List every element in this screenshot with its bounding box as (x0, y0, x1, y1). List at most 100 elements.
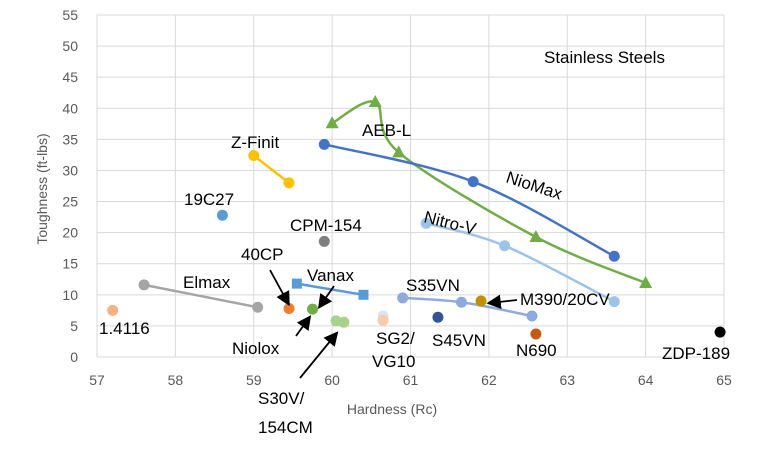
data-point (608, 296, 620, 308)
series-aeb-l (325, 95, 653, 289)
label-19c27: 19C27 (184, 190, 234, 209)
arrow-40cp (269, 269, 290, 307)
series-40cp (283, 302, 295, 314)
series-s30v-154cm (330, 315, 350, 328)
series-n690 (530, 328, 542, 340)
chart-title: Stainless Steels (544, 48, 665, 67)
label-cpm154: CPM-154 (290, 216, 362, 235)
x-tick-label: 65 (716, 372, 732, 388)
label-m390: M390/20CV (520, 290, 610, 309)
arrow-m390 (486, 294, 518, 309)
series-cpm-154 (318, 235, 330, 247)
arrow-s30v (299, 331, 339, 379)
y-tick-label: 40 (62, 100, 78, 116)
y-tick-label: 20 (62, 225, 78, 241)
y-tick-label: 50 (62, 38, 78, 54)
series-m390-20cv (475, 295, 487, 307)
label-s30v-line1: S30V/ (258, 389, 305, 408)
series-s35vn (397, 292, 538, 322)
arrow-vanax (317, 285, 335, 309)
data-point (358, 289, 369, 300)
label-sg2-line2: VG10 (372, 352, 415, 371)
x-tick-label: 58 (168, 372, 184, 388)
data-point (377, 314, 389, 326)
data-point (338, 316, 350, 328)
data-point (318, 235, 330, 247)
label-elmax: Elmax (183, 273, 231, 292)
data-point (216, 209, 228, 221)
series-elmax (138, 279, 264, 313)
data-point (608, 250, 620, 262)
data-point (529, 229, 543, 242)
label-vanax: Vanax (307, 266, 354, 285)
x-tick-label: 64 (638, 372, 654, 388)
label-s45vn: S45VN (432, 331, 486, 350)
data-point (467, 176, 479, 188)
y-tick-label: 30 (62, 162, 78, 178)
series-s45vn (432, 311, 444, 323)
data-point (283, 302, 295, 314)
data-point (318, 138, 330, 150)
data-point (639, 276, 653, 289)
data-point (526, 310, 538, 322)
data-point (432, 311, 444, 323)
label-sg2-line1: SG2/ (376, 329, 415, 348)
data-point (392, 145, 406, 158)
x-tick-label: 62 (481, 372, 497, 388)
data-point (252, 301, 264, 313)
data-point (325, 116, 339, 129)
label-niolox: Niolox (232, 339, 280, 358)
grid-lines (96, 14, 725, 358)
y-tick-label: 15 (62, 256, 78, 272)
data-point (475, 295, 487, 307)
y-tick-label: 35 (62, 131, 78, 147)
data-point (530, 328, 542, 340)
annotation-arrows (269, 269, 518, 379)
label-s30v-line2: 154CM (258, 418, 313, 437)
label-n690: N690 (516, 341, 557, 360)
data-point (307, 303, 319, 315)
data-point (397, 292, 409, 304)
label-zdp189: ZDP-189 (662, 344, 730, 363)
series-line (143, 283, 258, 309)
x-tick-label: 61 (403, 372, 419, 388)
series-z-finit (248, 150, 295, 189)
series-nitro-v (420, 217, 620, 308)
x-axis-label: Hardness (Rc) (347, 401, 437, 417)
data-point (420, 217, 432, 229)
label-14116: 1.4116 (99, 319, 150, 338)
series-vanax (291, 278, 369, 300)
label-40cp: 40CP (241, 245, 284, 264)
arrow-niolox (295, 315, 312, 337)
label-s35vn: S35VN (406, 276, 460, 295)
y-tick-label: 55 (62, 7, 78, 23)
data-point (368, 95, 382, 108)
y-tick-label: 25 (62, 194, 78, 210)
data-point (714, 326, 726, 338)
data-point (248, 150, 260, 162)
y-tick-label: 0 (70, 349, 78, 365)
data-point (107, 304, 119, 316)
x-tick-label: 60 (324, 372, 340, 388)
series-sg2-vg10-alt- (377, 314, 389, 326)
x-tick-label: 59 (246, 372, 262, 388)
data-point (291, 278, 302, 289)
data-point (499, 240, 511, 252)
label-zfinit: Z-Finit (231, 133, 279, 152)
data-point (138, 279, 150, 291)
series-layer (107, 95, 726, 340)
series-line (331, 100, 647, 285)
series-niolox (307, 303, 319, 315)
y-tick-label: 45 (62, 69, 78, 85)
y-tick-label: 5 (70, 318, 78, 334)
y-tick-label: 10 (62, 287, 78, 303)
data-point (455, 296, 467, 308)
axes: 57 58 59 60 61 62 63 64 65 0 5 10 15 20 25 30 35 40 45 50 55 (62, 7, 732, 388)
data-point (283, 177, 295, 189)
label-aebl: AEB-L (362, 121, 411, 140)
series-1-4116 (107, 304, 119, 316)
series-zdp-189 (714, 326, 726, 338)
y-axis-label: Toughness (ft-lbs) (34, 133, 50, 244)
